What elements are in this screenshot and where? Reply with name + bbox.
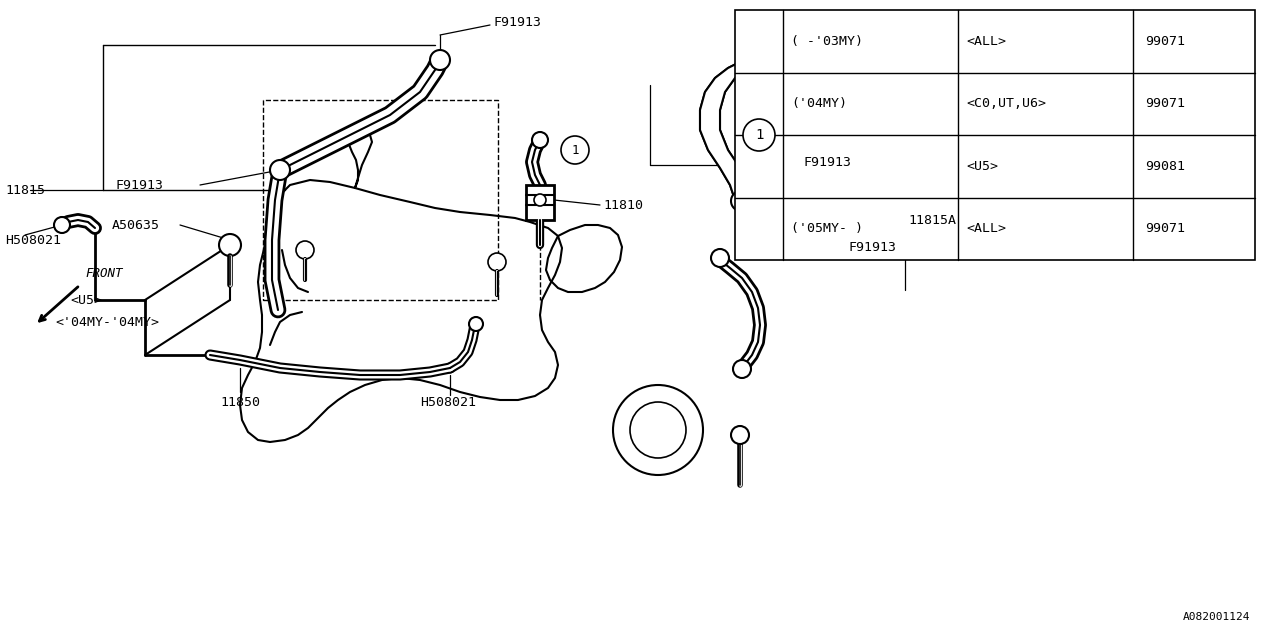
Circle shape [430,50,451,70]
Circle shape [753,51,772,71]
Text: ('04MY): ('04MY) [791,97,847,110]
Text: 99071: 99071 [1146,35,1185,48]
Text: ('05MY- ): ('05MY- ) [791,222,863,236]
Circle shape [54,217,70,233]
Bar [526,185,554,220]
Text: 1: 1 [571,143,579,157]
Circle shape [270,160,291,180]
Polygon shape [700,62,771,200]
Text: <ALL>: <ALL> [966,35,1006,48]
Text: H508021: H508021 [5,234,61,246]
Circle shape [731,426,749,444]
Text: A50635: A50635 [113,218,160,232]
Circle shape [561,136,589,164]
Text: 99071: 99071 [1146,222,1185,236]
Text: F91913: F91913 [493,15,541,29]
Circle shape [733,360,751,378]
Circle shape [219,234,241,256]
Text: 1: 1 [755,128,763,142]
Circle shape [731,191,751,211]
Text: 11810: 11810 [603,198,643,211]
Text: F91913: F91913 [803,156,851,168]
Circle shape [296,241,314,259]
Text: 99081: 99081 [1146,160,1185,173]
Text: F91913: F91913 [849,241,896,253]
Text: <ALL>: <ALL> [966,222,1006,236]
Bar [262,100,498,300]
Text: ( -'03MY): ( -'03MY) [791,35,863,48]
Text: H508021: H508021 [420,396,476,408]
Text: 11850: 11850 [220,396,260,408]
Text: 99071: 99071 [1146,97,1185,110]
Bar [735,10,1254,260]
Text: <'04MY-'04MY>: <'04MY-'04MY> [55,316,159,328]
Text: A082001124: A082001124 [1183,612,1251,622]
Text: <U5>: <U5> [70,294,102,307]
Circle shape [630,402,686,458]
Circle shape [532,132,548,148]
Text: FRONT: FRONT [84,267,123,280]
Text: <U5>: <U5> [966,160,998,173]
Circle shape [534,194,547,206]
Circle shape [468,317,483,331]
Text: 11815: 11815 [5,184,45,196]
Circle shape [710,249,730,267]
Text: F91913: F91913 [115,179,163,191]
Text: <C0,UT,U6>: <C0,UT,U6> [966,97,1046,110]
Circle shape [742,119,774,151]
Text: 11815A: 11815A [908,214,956,227]
Circle shape [488,253,506,271]
Circle shape [613,385,703,475]
